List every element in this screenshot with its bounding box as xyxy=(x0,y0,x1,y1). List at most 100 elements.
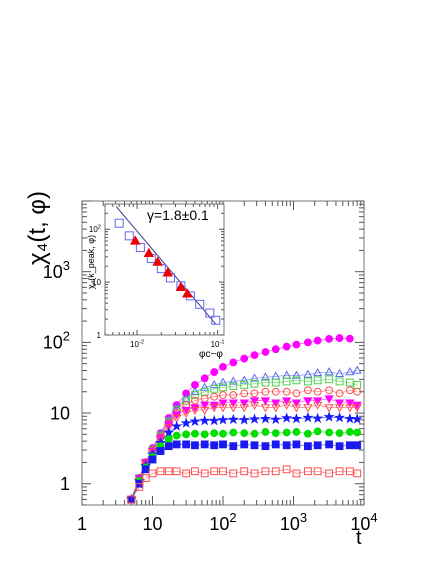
data-point xyxy=(210,467,219,476)
data-point xyxy=(190,404,200,413)
data-point xyxy=(292,340,301,349)
data-point xyxy=(261,387,270,396)
inset-data-point xyxy=(175,281,187,291)
data-point xyxy=(352,401,362,410)
data-point xyxy=(200,401,210,410)
data-point xyxy=(292,428,301,436)
data-point xyxy=(335,334,344,342)
data-point xyxy=(335,467,344,476)
y-tick-label: 10 xyxy=(50,403,70,423)
inset-series xyxy=(114,218,221,325)
data-point xyxy=(334,399,345,408)
data-point xyxy=(261,378,270,387)
data-point xyxy=(189,415,201,427)
data-point xyxy=(353,441,362,450)
data-point xyxy=(303,377,312,386)
data-point xyxy=(260,397,271,406)
data-point xyxy=(345,399,355,408)
data-point xyxy=(352,365,362,374)
data-point xyxy=(218,377,228,386)
data-point xyxy=(250,429,259,438)
data-point xyxy=(210,392,219,401)
data-point xyxy=(345,428,354,436)
data-point xyxy=(191,467,199,476)
series-line xyxy=(131,468,358,500)
inset-series-2 xyxy=(130,235,193,298)
y-axis-label: χ₄(t, φ) xyxy=(24,191,51,265)
data-point xyxy=(180,417,192,428)
data-point xyxy=(249,373,260,382)
data-point xyxy=(219,391,227,399)
data-point xyxy=(313,467,322,476)
data-point xyxy=(324,404,334,413)
data-point xyxy=(353,469,362,478)
data-point xyxy=(200,430,209,439)
data-point xyxy=(229,358,238,367)
data-point xyxy=(172,414,182,423)
data-point xyxy=(325,334,334,343)
data-point xyxy=(250,441,259,450)
x-tick-label: 1 xyxy=(77,514,87,534)
data-point xyxy=(200,440,209,449)
data-point xyxy=(228,376,238,385)
data-point xyxy=(239,399,249,408)
data-point xyxy=(290,412,302,424)
data-point xyxy=(271,467,280,476)
data-point xyxy=(191,429,199,438)
data-point xyxy=(227,413,239,425)
inset-x-axis-label: φc−φ xyxy=(199,349,223,360)
data-point xyxy=(249,397,260,406)
data-point xyxy=(200,382,210,391)
data-point xyxy=(303,369,313,378)
data-point xyxy=(218,399,228,408)
data-point xyxy=(240,440,249,449)
x-tick-label: 10 xyxy=(142,514,162,534)
data-point xyxy=(229,428,238,437)
data-point xyxy=(210,429,219,438)
data-point xyxy=(282,441,291,450)
data-point xyxy=(182,396,191,405)
data-point xyxy=(239,375,249,384)
data-point xyxy=(210,368,219,376)
data-point xyxy=(191,396,199,405)
data-point xyxy=(229,442,238,451)
data-point xyxy=(325,469,334,478)
data-point xyxy=(282,428,291,437)
data-point xyxy=(191,391,199,399)
data-point xyxy=(291,404,302,413)
data-point xyxy=(171,420,183,431)
data-point xyxy=(282,342,291,351)
data-point xyxy=(335,389,344,398)
data-point xyxy=(249,413,261,424)
y-tick-label: 1 xyxy=(60,474,70,494)
data-point xyxy=(351,413,363,424)
data-point xyxy=(229,382,238,391)
data-point xyxy=(163,426,175,438)
data-point xyxy=(219,440,227,449)
y-tick-label: 102 xyxy=(43,329,70,353)
data-point xyxy=(270,413,282,425)
data-point xyxy=(313,401,323,410)
data-point xyxy=(325,440,334,449)
data-point xyxy=(210,384,219,393)
data-point xyxy=(334,404,345,413)
data-point xyxy=(209,404,219,413)
data-point xyxy=(260,372,271,381)
data-point xyxy=(271,387,280,396)
data-point xyxy=(141,465,150,474)
data-point xyxy=(219,383,227,392)
data-point xyxy=(217,414,229,425)
x-tick-label: 10-2 xyxy=(130,339,144,349)
data-point xyxy=(271,429,280,438)
data-point xyxy=(156,467,165,476)
data-point xyxy=(324,395,334,404)
data-point xyxy=(345,367,355,376)
data-point xyxy=(291,399,302,408)
inset-data-point xyxy=(205,308,215,318)
data-point xyxy=(292,376,301,385)
data-point xyxy=(249,401,260,410)
inset-tick-labels: 10-2 10-1 1 10 102 xyxy=(89,224,225,349)
data-point xyxy=(303,338,312,347)
data-point xyxy=(324,367,334,376)
data-point xyxy=(303,467,312,476)
